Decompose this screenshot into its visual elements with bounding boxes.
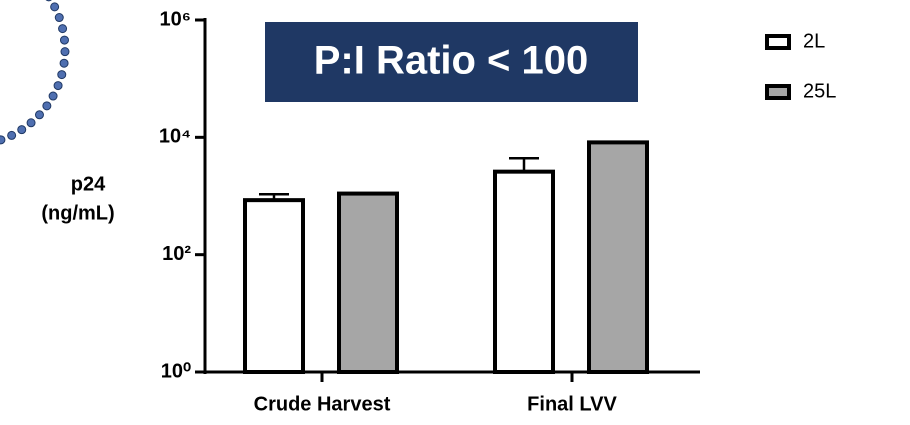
y-axis-label: (ng/mL) xyxy=(41,202,114,224)
x-tick-label: Final LVV xyxy=(527,393,617,415)
bead xyxy=(42,101,52,111)
bar xyxy=(243,198,305,374)
bead xyxy=(53,81,63,91)
bead xyxy=(45,0,52,2)
legend-label: 25L xyxy=(803,80,836,102)
bead xyxy=(60,47,70,57)
bead xyxy=(0,135,6,145)
y-tick-label: 10⁰ xyxy=(161,360,191,382)
bar xyxy=(587,140,649,374)
bead xyxy=(34,110,44,120)
bead xyxy=(58,24,68,34)
legend-label: 2L xyxy=(803,30,825,52)
decoration xyxy=(0,0,70,145)
y-tick-label: 10⁴ xyxy=(159,126,191,148)
bead xyxy=(48,91,58,101)
error-bar xyxy=(509,157,539,172)
bead xyxy=(7,130,17,140)
bead xyxy=(59,35,69,45)
bead xyxy=(50,2,60,12)
y-axis-label: p24 xyxy=(71,173,106,195)
legend-swatch xyxy=(765,34,791,50)
y-tick-label: 10² xyxy=(162,243,191,265)
annotation: P:I Ratio < 100 xyxy=(314,39,589,83)
legend-swatch xyxy=(765,84,791,100)
y-tick-label: 10⁶ xyxy=(160,8,191,30)
bead xyxy=(59,58,69,68)
bead xyxy=(54,13,64,23)
x-tick-label: Crude Harvest xyxy=(254,393,391,415)
bar xyxy=(493,169,555,374)
bead xyxy=(17,125,27,135)
annotation-box xyxy=(265,22,638,102)
bead xyxy=(26,118,36,128)
bar xyxy=(337,191,399,374)
bead xyxy=(57,70,67,80)
